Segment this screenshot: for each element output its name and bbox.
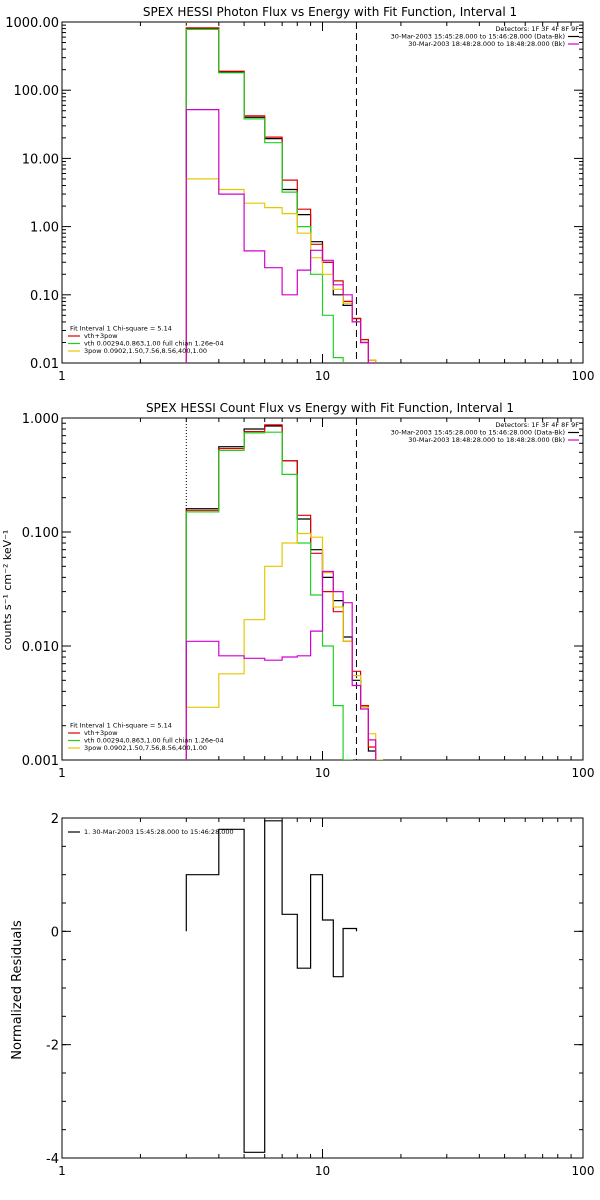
info-line: 30-Mar-2003 15:45:28.000 to 15:46:28.000…	[391, 33, 565, 41]
y-tick-label: -2	[46, 1039, 59, 1054]
x-tick-label: 100	[572, 1164, 595, 1178]
chart-title: SPEX HESSI Photon Flux vs Energy with Fi…	[143, 5, 517, 19]
x-tick-label: 100	[572, 766, 595, 780]
y-tick-label: 0.001	[22, 754, 59, 769]
residual-legend: 1. 30-Mar-2003 15:45:28.000 to 15:46:28.…	[68, 828, 234, 836]
legend-entry: vth+3pow	[84, 332, 118, 340]
fit-legend: Fit Interval 1 Chi-square = 5.14vth+3pow…	[68, 325, 224, 355]
y-tick-label: 0.10	[30, 289, 59, 304]
legend-entry: 3pow 0.0902,1.50,7.56,8.56,400,1.00	[84, 347, 207, 355]
magenta-histogram	[185, 109, 377, 363]
y-tick-label: 10.00	[22, 152, 59, 167]
info-line: 30-Mar-2003 18:48:28.000 to 18:48:28.000…	[408, 40, 565, 48]
info-line: Detectors: 1F 3F 4F 8F 9F	[495, 421, 579, 429]
y-tick-label: 1.00	[30, 221, 59, 236]
legend-entry: vth+3pow	[84, 729, 118, 737]
x-tick-label: 10	[315, 766, 330, 780]
y-tick-label: -4	[46, 1152, 59, 1167]
axis-ticks: 1 10 100 -4 -2 0 2	[46, 812, 594, 1178]
axis-ticks: 1 10 100 0.001 0.010 0.100 1.000	[22, 412, 595, 780]
black-histogram	[185, 820, 358, 1153]
y-tick-label: 1000.00	[5, 16, 59, 31]
x-tick-label: 1	[58, 1164, 66, 1178]
x-tick-label: 1	[58, 369, 66, 383]
y-tick-label: 0.010	[22, 640, 59, 655]
spectrum-series	[185, 27, 377, 363]
chart-title: SPEX HESSI Count Flux vs Energy with Fit…	[146, 401, 514, 415]
info-line: Detectors: 1F 3F 4F 8F 9F	[495, 25, 579, 33]
residual-series	[185, 820, 358, 1153]
x-tick-label: 1	[58, 766, 66, 780]
fit-legend: Fit Interval 1 Chi-square = 5.14vth+3pow…	[68, 722, 224, 752]
y-tick-label: 0.100	[22, 526, 59, 541]
photon-flux-panel: SPEX HESSI Photon Flux vs Energy with Fi…	[5, 5, 594, 383]
y-axis-label: Normalized Residuals	[10, 920, 25, 1060]
spectrum-series	[185, 424, 384, 760]
axis-ticks: 1 10 100 0.01 0.10 1.00 10.00 100.00 1000.00	[5, 16, 594, 383]
legend-entry: 1. 30-Mar-2003 15:45:28.000 to 15:46:28.…	[84, 828, 234, 836]
legend-entry: Fit Interval 1 Chi-square = 5.14	[70, 325, 172, 333]
y-tick-label: 2	[51, 812, 59, 827]
y-tick-label: 0.01	[30, 357, 59, 372]
y-tick-label: 1.000	[22, 412, 59, 427]
info-line: 30-Mar-2003 18:48:28.000 to 18:48:28.000…	[408, 436, 565, 444]
residuals-panel: Normalized Residuals 1 10 100 -4 -2 0 2 1. 30-…	[10, 812, 594, 1178]
y-tick-label: 0	[51, 925, 59, 940]
energy-range-markers	[185, 22, 357, 363]
magenta-histogram	[185, 570, 377, 760]
count-flux-panel: SPEX HESSI Count Flux vs Energy with Fit…	[1, 401, 595, 780]
legend-entry: vth 0.00294,0.863,1.00 full chian 1.26e-…	[84, 340, 224, 348]
y-axis-label: counts s⁻¹ cm⁻² keV⁻¹	[1, 530, 14, 651]
legend-entry: Fit Interval 1 Chi-square = 5.14	[70, 722, 172, 730]
green-histogram	[185, 28, 344, 363]
x-tick-label: 10	[315, 369, 330, 383]
x-tick-label: 100	[572, 369, 595, 383]
info-line: 30-Mar-2003 15:45:28.000 to 15:46:28.000…	[391, 429, 565, 437]
y-tick-label: 100.00	[14, 84, 60, 99]
legend-entry: vth 0.00294,0.863,1.00 full chian 1.26e-…	[84, 737, 224, 745]
legend-entry: 3pow 0.0902,1.50,7.56,8.56,400,1.00	[84, 744, 207, 752]
x-tick-label: 10	[315, 1164, 330, 1178]
